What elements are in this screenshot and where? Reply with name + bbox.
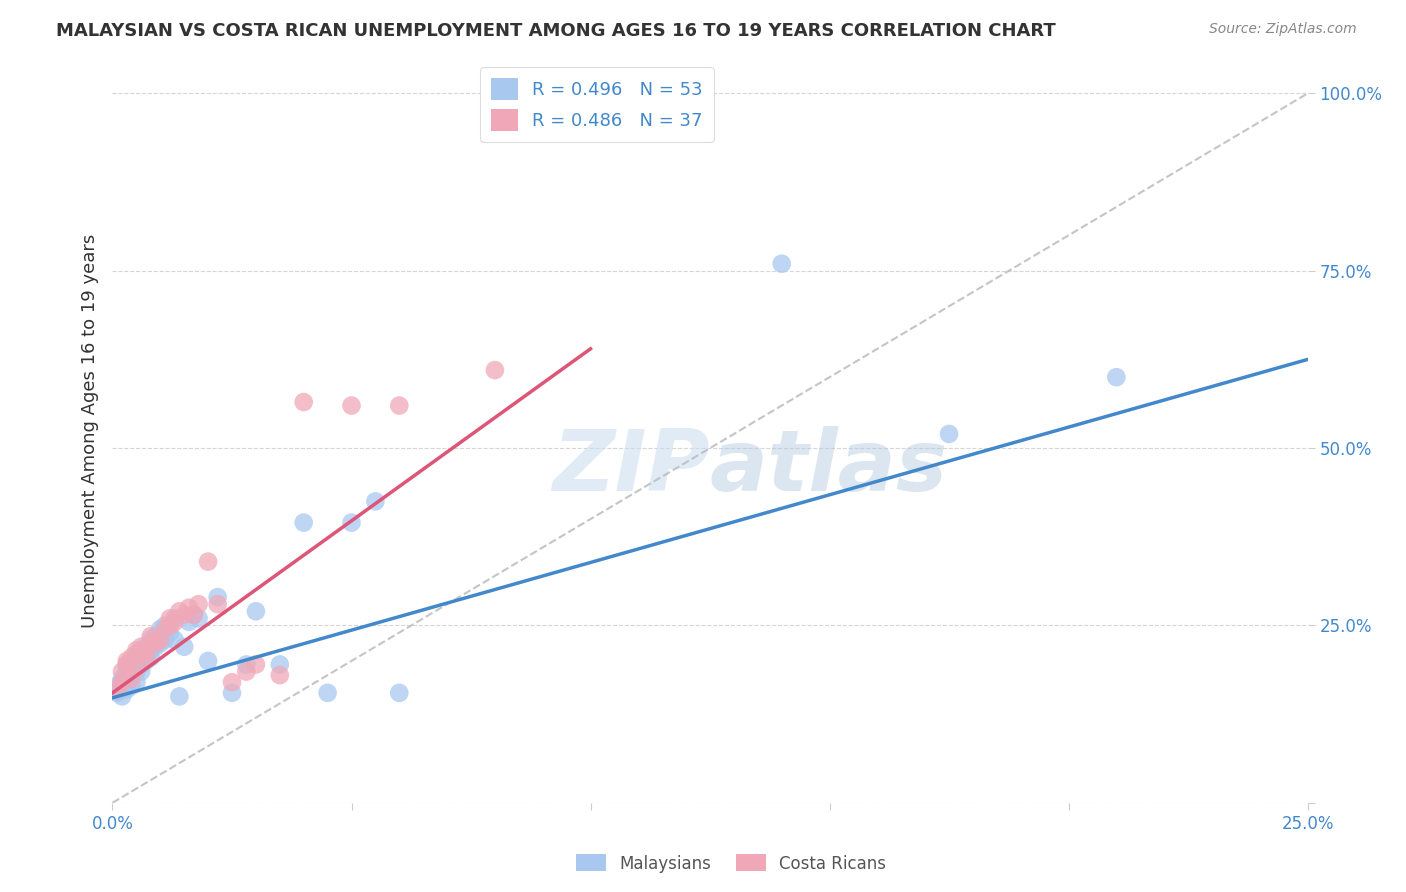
Point: [169, 690, 191, 704]
Point: [121, 679, 143, 693]
Point: [173, 640, 195, 654]
Point: [163, 632, 186, 647]
Point: [135, 650, 157, 665]
Point: [579, 94, 602, 108]
Y-axis label: Unemployment Among Ages 16 to 19 years: Unemployment Among Ages 16 to 19 years: [80, 234, 98, 627]
Point: [153, 632, 176, 647]
Point: [388, 686, 411, 700]
Point: [139, 632, 162, 647]
Point: [129, 657, 152, 672]
Point: [121, 650, 143, 665]
Point: [115, 665, 138, 679]
Point: [173, 607, 195, 622]
Point: [111, 675, 134, 690]
Point: [235, 665, 257, 679]
Point: [111, 675, 134, 690]
Text: MALAYSIAN VS COSTA RICAN UNEMPLOYMENT AMONG AGES 16 TO 19 YEARS CORRELATION CHAR: MALAYSIAN VS COSTA RICAN UNEMPLOYMENT AM…: [56, 22, 1056, 40]
Point: [111, 672, 134, 686]
Point: [125, 647, 148, 661]
Point: [292, 516, 315, 530]
Text: Source: ZipAtlas.com: Source: ZipAtlas.com: [1209, 22, 1357, 37]
Point: [484, 363, 506, 377]
Point: [221, 686, 243, 700]
Point: [269, 657, 291, 672]
Point: [111, 665, 134, 679]
Point: [115, 672, 138, 686]
Point: [197, 555, 219, 569]
Point: [145, 636, 167, 650]
Point: [149, 636, 172, 650]
Point: [364, 494, 387, 508]
Point: [135, 654, 157, 668]
Point: [105, 679, 128, 693]
Point: [125, 654, 148, 668]
Point: [125, 675, 148, 690]
Point: [163, 615, 186, 629]
Point: [340, 399, 363, 413]
Text: ZIP: ZIP: [553, 426, 710, 509]
Point: [121, 668, 143, 682]
Point: [139, 629, 162, 643]
Point: [159, 618, 181, 632]
Point: [139, 643, 162, 657]
Point: [135, 650, 157, 665]
Point: [115, 682, 138, 697]
Point: [129, 647, 152, 661]
Point: [938, 426, 960, 441]
Point: [149, 632, 172, 647]
Point: [340, 516, 363, 530]
Point: [388, 399, 411, 413]
Point: [125, 665, 148, 679]
Point: [121, 657, 143, 672]
Point: [125, 643, 148, 657]
Legend: R = 0.496   N = 53, R = 0.486   N = 37: R = 0.496 N = 53, R = 0.486 N = 37: [479, 67, 714, 142]
Point: [153, 618, 176, 632]
Point: [145, 629, 167, 643]
Point: [145, 640, 167, 654]
Point: [177, 615, 200, 629]
Point: [187, 611, 209, 625]
Point: [129, 640, 152, 654]
Point: [1105, 370, 1128, 384]
Point: [163, 611, 186, 625]
Point: [159, 625, 181, 640]
Point: [105, 682, 128, 697]
Point: [105, 686, 128, 700]
Point: [153, 622, 176, 636]
Point: [183, 607, 205, 622]
Point: [129, 647, 152, 661]
Point: [183, 607, 205, 622]
Point: [269, 668, 291, 682]
Point: [245, 657, 267, 672]
Point: [245, 604, 267, 618]
Point: [129, 665, 152, 679]
Point: [770, 257, 793, 271]
Point: [197, 654, 219, 668]
Text: atlas: atlas: [710, 426, 948, 509]
Point: [316, 686, 339, 700]
Point: [235, 657, 257, 672]
Point: [139, 650, 162, 665]
Point: [111, 690, 134, 704]
Point: [135, 640, 157, 654]
Point: [115, 654, 138, 668]
Point: [115, 657, 138, 672]
Point: [139, 636, 162, 650]
Point: [221, 675, 243, 690]
Point: [125, 661, 148, 675]
Point: [207, 597, 229, 611]
Point: [149, 622, 172, 636]
Point: [292, 395, 315, 409]
Point: [115, 657, 138, 672]
Point: [177, 600, 200, 615]
Point: [207, 590, 229, 604]
Point: [169, 604, 191, 618]
Legend: Malaysians, Costa Ricans: Malaysians, Costa Ricans: [569, 847, 893, 880]
Point: [187, 597, 209, 611]
Point: [159, 611, 181, 625]
Point: [121, 672, 143, 686]
Point: [135, 643, 157, 657]
